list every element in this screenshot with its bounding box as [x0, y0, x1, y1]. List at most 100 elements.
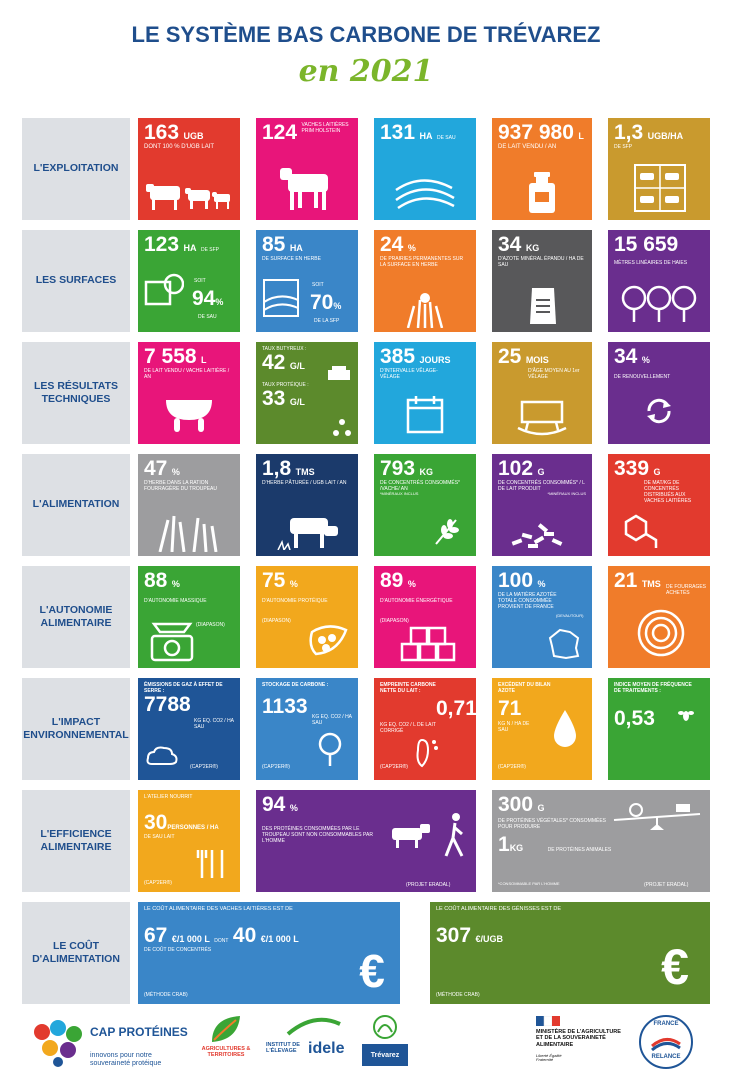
tile-prefix: SOIT	[194, 278, 206, 284]
hay-bale-icon	[144, 273, 184, 306]
tile-autonomie-energetique: 89 % D'AUTONOMIE ÉNERGÉTIQUE (DIAPASON)	[374, 566, 476, 668]
tile-taux: TAUX BUTYREUX : 42 G/L TAUX PROTÉIQUE : …	[256, 342, 358, 444]
tile-prefix: EMPREINTE CARBONE NETTE DU LAIT :	[380, 682, 436, 694]
tile-caption: D'AZOTE MINÉRAL ÉPANDU / HA DE SAU	[498, 256, 584, 268]
tile-value: 30PERSONNES / HA	[144, 811, 219, 834]
logo-agricultures-territoires: AGRICULTURES & TERRITOIRES	[196, 1014, 256, 1072]
tile-caption: DE PROTÉINES VÉGÉTALES* CONSOMMÉES POUR …	[498, 818, 606, 830]
tile-sau: 131 HA DE SAU	[374, 118, 476, 220]
ministere-label: MINISTÈRE DE L'AGRICULTURE ET DE LA SOUV…	[536, 1029, 621, 1048]
tile-note: (CAP'2ER®)	[380, 764, 408, 770]
tile-excedent-azote: EXCÉDENT DU BILAN AZOTE 71 KG N / HA DE …	[492, 678, 592, 780]
tile-value: 1133	[262, 695, 308, 718]
tile-note: (DIAPASON)	[262, 618, 291, 624]
row-label-autonomie: L'AUTONOMIE ALIMENTAIRE	[22, 566, 130, 668]
tree-icon	[318, 732, 342, 766]
tile-caption: DE SFP	[614, 144, 633, 150]
tile-note: (CAP'2ER®)	[190, 764, 218, 770]
cows-icon	[146, 184, 230, 210]
tile-value: 937 980	[498, 121, 574, 144]
tile-unit: %	[641, 355, 650, 365]
tile-unit: G/L	[289, 361, 305, 371]
tile-value: 34	[614, 345, 638, 368]
tile-caption: DE CONCENTRÉS CONSOMMÉS* / L DE LAIT PRO…	[498, 480, 585, 492]
tile-unit: G	[537, 467, 545, 477]
tile-stockage: STOCKAGE DE CARBONE : 1133 KG EQ. CO2 / …	[256, 678, 358, 780]
tile-atelier-nourrit: L'ATELIER NOURRIT 30PERSONNES / HA DE SA…	[138, 790, 240, 892]
euro-icon: €	[661, 939, 689, 995]
tile-value: 88	[144, 569, 168, 592]
tile-vaches: 124 VACHES LAITIÈRES PRIM HOLSTEIN	[256, 118, 358, 220]
tile-note: (DIAPASON)	[196, 622, 225, 628]
tile-azote: 34 KG D'AZOTE MINÉRAL ÉPANDU / HA DE SAU	[492, 230, 592, 332]
tile-value: 25	[498, 345, 522, 368]
tile-caption: DE COÛT DE CONCENTRÉS	[144, 946, 212, 953]
tile-prefix: TAUX BUTYREUX :	[262, 346, 307, 352]
tile-note: (CAP'2ER®)	[498, 764, 526, 770]
france-relance-badge-icon	[639, 1015, 693, 1069]
drop-icon	[554, 710, 576, 747]
tile-caption: DONT 100 % D'UGB LAIT	[144, 144, 215, 150]
tile-value: 85	[262, 233, 286, 256]
tile-unit: KG	[525, 243, 540, 253]
tile-unit: %	[537, 579, 546, 589]
tile-unit: L	[578, 131, 584, 141]
tile-lait-vache: 7 558 L DE LAIT VENDU / VACHE LAITIÈRE /…	[138, 342, 240, 444]
tile-unit: %	[289, 803, 298, 813]
tile-value: 7788	[144, 693, 191, 716]
tile-unit: %	[171, 467, 180, 477]
tile-ges: ÉMISSIONS DE GAZ À EFFET DE SERRE : 7788…	[138, 678, 240, 780]
tile-note: (CAP'2ER®)	[262, 764, 290, 770]
row-label-impact: L'IMPACT ENVIRONNEMENTAL	[22, 678, 130, 780]
tile-value-2: 70%	[310, 291, 342, 314]
tile-unit: HA	[289, 243, 303, 253]
tile-autonomie-proteique: 75 % D'AUTONOMIE PROTÉIQUE (DIAPASON)	[256, 566, 358, 668]
tile-value: 385	[380, 345, 416, 368]
tile-value-2: 1KG DE PROTÉINES ANIMALES	[498, 833, 612, 856]
tile-prefix: L'ATELIER NOURRIT	[144, 794, 193, 800]
tile-proteines-vegetales: 300 G DE PROTÉINES VÉGÉTALES* CONSOMMÉES…	[492, 790, 710, 892]
tile-autonomie-massique: 88 % D'AUTONOMIE MASSIQUE (DIAPASON)	[138, 566, 240, 668]
tile-renouvellement: 34 % DE RENOUVELLEMENT	[608, 342, 710, 444]
tile-concentres-vache: 793 KG DE CONCENTRÉS CONSOMMÉS* /VACHE/ …	[374, 454, 476, 556]
tile-proteines-non-consommables: 94 % DES PROTÉINES CONSOMMÉES PAR LE TRO…	[256, 790, 476, 892]
logo-france-relance: FRANCE RELANCE	[638, 1014, 694, 1070]
tile-unit: G	[537, 803, 545, 813]
tile-prefix: INDICE MOYEN DE FRÉQUENCE DE TRAITEMENTS…	[614, 682, 692, 694]
meadow-icon	[263, 279, 299, 317]
euro-icon: €	[359, 945, 385, 997]
cradle-icon	[517, 400, 567, 436]
tile-note: (DEVAUTOUR)	[556, 613, 584, 618]
tile-note: (PROJET ERADAL)	[406, 882, 451, 888]
tile-caption: D'INTERVALLE VÊLAGE-VÊLAGE	[380, 368, 438, 380]
tile-caption: DE SAU	[436, 135, 456, 141]
cow-icon	[280, 168, 328, 210]
tile-value: 123	[144, 233, 180, 256]
tile-note: (CAP'2ER®)	[144, 880, 172, 886]
row-label-surfaces: LES SURFACES	[22, 230, 130, 332]
tile-unit: %	[407, 243, 416, 253]
tile-prefix: LE COÛT ALIMENTAIRE DES GÉNISSES EST DE	[436, 906, 562, 912]
tile-value: 131	[380, 121, 416, 144]
tile-unit: %	[289, 579, 298, 589]
tile-caption: DE FOURRAGES ACHETÉS	[666, 584, 707, 596]
logo-trevarez: Trévarez	[360, 1014, 410, 1072]
tile-note: *MINÉRAUX INCLUS	[380, 491, 419, 496]
tile-sfp: 123 HA DE SFP SOIT 94% DE SAU	[138, 230, 240, 332]
cap-tagline: innovons pour notre souveraineté protéiq…	[90, 1052, 162, 1068]
tile-caption: D'HERBE DANS LA RATION FOURRAGÈRE DU TRO…	[144, 480, 217, 492]
idele-swoosh-icon	[286, 1017, 341, 1036]
tile-value: 75	[262, 569, 286, 592]
tile-unit: L	[201, 355, 207, 365]
tile-mat-france: 100 % DE LA MATIÈRE AZOTÉE TOTALE CONSOM…	[492, 566, 592, 668]
cap-title: CAP PROTÉINES	[90, 1025, 188, 1039]
trevarez-label: Trévarez	[362, 1044, 408, 1066]
tile-haies: 15 659 MÈTRES LINÉAIRES DE HAIES	[608, 230, 710, 332]
tile-caption: DE RENOUVELLEMENT	[614, 374, 671, 380]
tile-value-2: 94%	[192, 287, 224, 310]
leaf-icon	[212, 1016, 240, 1042]
tile-unit: KG	[419, 467, 434, 477]
tile-concentres-litre: 102 G DE CONCENTRÉS CONSOMMÉS* / L DE LA…	[492, 454, 592, 556]
tile-age-velage: 25 MOIS D'ÂGE MOYEN AU 1er VÊLAGE	[492, 342, 592, 444]
tile-value: 71	[498, 697, 522, 720]
